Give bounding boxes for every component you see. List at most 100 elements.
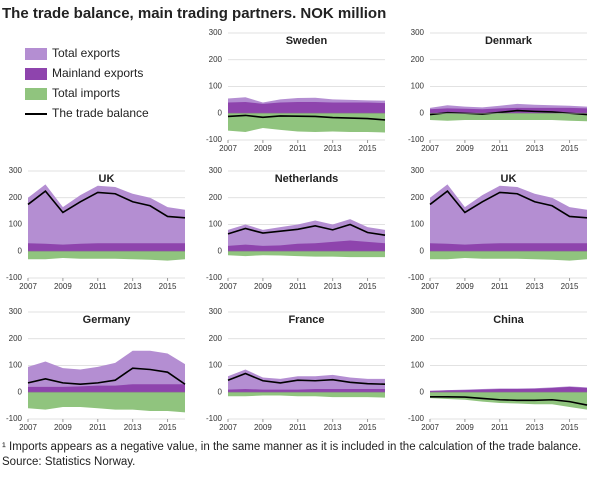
area (228, 389, 385, 393)
x-tick-label: 2011 (289, 423, 307, 432)
y-tick-label: 0 (18, 246, 23, 255)
y-tick-label: 300 (209, 307, 223, 316)
y-tick-label: 100 (411, 220, 425, 229)
area (28, 184, 185, 252)
area (228, 102, 385, 114)
panel-title: France (288, 314, 324, 326)
x-tick-label: 2007 (219, 282, 237, 291)
x-tick-label: 2011 (289, 282, 307, 291)
trade-balance-line (430, 395, 588, 406)
x-tick-label: 2013 (526, 282, 544, 291)
legend-swatch (25, 68, 47, 80)
area (430, 243, 587, 252)
x-tick-label: 2015 (561, 282, 579, 291)
x-tick-label: 2007 (219, 423, 237, 432)
y-tick-label: 200 (209, 334, 223, 343)
x-tick-label: 2011 (89, 282, 107, 291)
x-tick-label: 2013 (124, 423, 142, 432)
source: Source: Statistics Norway. (2, 456, 136, 468)
panel-title: Germany (83, 314, 132, 326)
y-tick-label: 100 (411, 361, 425, 370)
legend-label: Total exports (52, 46, 120, 60)
area (28, 384, 185, 393)
panel-title: Sweden (286, 35, 328, 47)
panel-title: Netherlands (275, 173, 339, 185)
legend-label: Mainland exports (52, 66, 143, 80)
footnote: ¹ Imports appears as a negative value, i… (2, 441, 582, 453)
x-tick-label: 2013 (526, 144, 544, 153)
x-tick-label: 2015 (561, 423, 579, 432)
chart-title: The trade balance, main trading partners… (2, 5, 386, 22)
area (28, 251, 185, 261)
x-tick-label: 2009 (456, 144, 474, 153)
x-tick-label: 2009 (54, 423, 72, 432)
x-tick-label: 2007 (421, 144, 439, 153)
panel-title: UK (99, 173, 115, 185)
legend-swatch (25, 48, 47, 60)
area (228, 240, 385, 252)
area (28, 350, 185, 393)
y-tick-label: -100 (206, 135, 223, 144)
area (430, 184, 587, 252)
y-tick-label: -100 (6, 414, 23, 423)
area (28, 392, 185, 413)
y-tick-label: 200 (411, 334, 425, 343)
y-tick-label: -100 (408, 273, 425, 282)
x-tick-label: 2007 (421, 423, 439, 432)
y-tick-label: 300 (9, 166, 23, 175)
panel-title: Denmark (485, 35, 533, 47)
y-tick-label: 300 (411, 166, 425, 175)
y-tick-label: 100 (411, 82, 425, 91)
y-tick-label: 200 (411, 55, 425, 64)
x-tick-label: 2009 (254, 423, 272, 432)
trade-balance-line (227, 372, 386, 386)
y-tick-label: 0 (218, 108, 223, 117)
trade-balance-line (27, 367, 186, 386)
y-tick-label: -100 (6, 273, 23, 282)
y-tick-label: 300 (9, 307, 23, 316)
y-tick-label: 200 (411, 193, 425, 202)
x-tick-label: 2015 (359, 144, 377, 153)
x-tick-label: 2009 (254, 144, 272, 153)
x-tick-label: 2011 (491, 144, 509, 153)
x-tick-label: 2007 (19, 423, 37, 432)
area (228, 251, 385, 258)
y-tick-label: -100 (206, 273, 223, 282)
x-tick-label: 2015 (159, 423, 177, 432)
x-tick-label: 2011 (491, 282, 509, 291)
legend-swatch (25, 88, 47, 100)
y-tick-label: 0 (420, 108, 425, 117)
area (430, 386, 587, 393)
y-tick-label: 100 (209, 82, 223, 91)
x-tick-label: 2009 (54, 282, 72, 291)
y-tick-label: 200 (9, 334, 23, 343)
x-tick-label: 2013 (324, 282, 342, 291)
y-tick-label: 300 (411, 307, 425, 316)
y-tick-label: 0 (18, 387, 23, 396)
y-tick-label: 0 (420, 246, 425, 255)
x-tick-label: 2013 (324, 144, 342, 153)
x-tick-label: 2015 (561, 144, 579, 153)
panel-title: UK (501, 173, 517, 185)
y-tick-label: 300 (411, 28, 425, 37)
legend-label: The trade balance (52, 106, 149, 120)
y-tick-label: -100 (408, 414, 425, 423)
y-tick-label: -100 (408, 135, 425, 144)
legend-label: Total imports (52, 86, 120, 100)
trade-balance-line (27, 189, 186, 219)
x-tick-label: 2009 (456, 423, 474, 432)
x-tick-label: 2009 (254, 282, 272, 291)
x-tick-label: 2007 (219, 144, 237, 153)
y-tick-label: 100 (9, 220, 23, 229)
y-tick-label: 300 (209, 28, 223, 37)
x-tick-label: 2007 (19, 282, 37, 291)
x-tick-label: 2009 (456, 282, 474, 291)
trade-balance-line (429, 189, 588, 219)
panel-title: China (493, 314, 524, 326)
y-tick-label: 0 (218, 387, 223, 396)
area (430, 392, 587, 410)
y-tick-label: 200 (9, 193, 23, 202)
y-tick-label: 100 (209, 361, 223, 370)
